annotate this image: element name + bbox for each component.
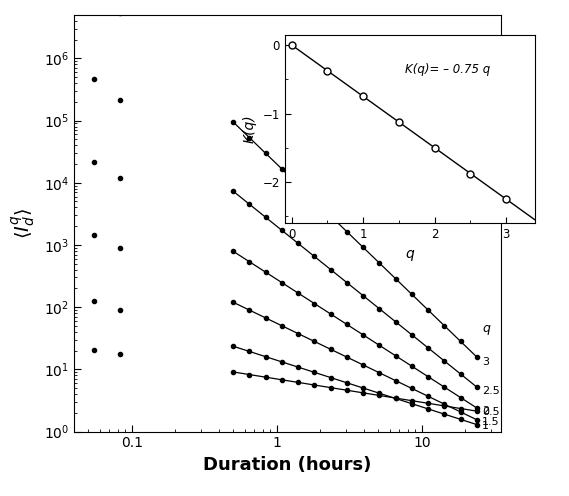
Text: q: q <box>482 322 490 335</box>
Y-axis label: K(q): K(q) <box>243 115 257 143</box>
X-axis label: Duration (hours): Duration (hours) <box>203 456 372 474</box>
Text: K(q)= – 0.75 q: K(q)= – 0.75 q <box>405 63 490 76</box>
X-axis label: q: q <box>405 247 414 260</box>
Text: 1: 1 <box>482 421 489 431</box>
Text: 3: 3 <box>482 357 489 367</box>
Y-axis label: $\langle I_d^q \rangle$: $\langle I_d^q \rangle$ <box>10 207 38 239</box>
Text: 1.5: 1.5 <box>482 417 500 427</box>
Text: 2.5: 2.5 <box>482 386 500 396</box>
Text: 2: 2 <box>482 406 489 416</box>
Text: 0.5: 0.5 <box>482 407 500 417</box>
